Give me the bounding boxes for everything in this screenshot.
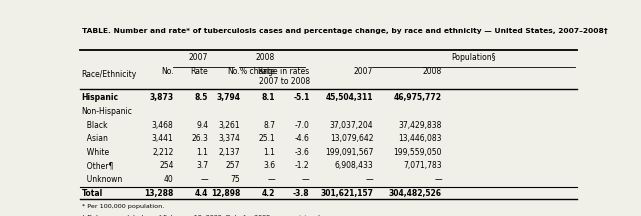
Text: 25.1: 25.1 — [258, 134, 276, 143]
Text: 199,091,567: 199,091,567 — [325, 148, 373, 157]
Text: 37,429,838: 37,429,838 — [399, 121, 442, 130]
Text: 75: 75 — [230, 175, 240, 184]
Text: 3,794: 3,794 — [216, 93, 240, 102]
Text: Race/Ethnicity: Race/Ethnicity — [81, 70, 137, 79]
Text: Rate: Rate — [258, 67, 276, 76]
Text: 8.1: 8.1 — [262, 93, 276, 102]
Text: † Data are updated as of February 18, 2009. Data for 2008 are provisional.: † Data are updated as of February 18, 20… — [81, 215, 322, 216]
Text: * Per 100,000 population.: * Per 100,000 population. — [81, 204, 164, 209]
Text: 4.2: 4.2 — [262, 189, 276, 198]
Text: 3,261: 3,261 — [219, 121, 240, 130]
Text: 7,071,783: 7,071,783 — [403, 162, 442, 170]
Text: 2,137: 2,137 — [219, 148, 240, 157]
Text: 199,559,050: 199,559,050 — [394, 148, 442, 157]
Text: 2007: 2007 — [188, 52, 208, 62]
Text: No.: No. — [228, 67, 240, 76]
Text: 301,621,157: 301,621,157 — [320, 189, 373, 198]
Text: % change in rates
2007 to 2008: % change in rates 2007 to 2008 — [240, 67, 310, 86]
Text: Asian: Asian — [81, 134, 108, 143]
Text: 9.4: 9.4 — [196, 121, 208, 130]
Text: 2007: 2007 — [354, 67, 373, 76]
Text: 1.1: 1.1 — [196, 148, 208, 157]
Text: -3.8: -3.8 — [293, 189, 310, 198]
Text: 3.7: 3.7 — [196, 162, 208, 170]
Text: 2,212: 2,212 — [152, 148, 174, 157]
Text: -1.2: -1.2 — [295, 162, 310, 170]
Text: 45,504,311: 45,504,311 — [326, 93, 373, 102]
Text: No.: No. — [161, 67, 174, 76]
Text: 2008: 2008 — [256, 52, 275, 62]
Text: 257: 257 — [226, 162, 240, 170]
Text: 1.1: 1.1 — [263, 148, 276, 157]
Text: 6,908,433: 6,908,433 — [335, 162, 373, 170]
Text: Population§: Population§ — [451, 52, 496, 62]
Text: 3.6: 3.6 — [263, 162, 276, 170]
Text: 8.5: 8.5 — [195, 93, 208, 102]
Text: 8.7: 8.7 — [263, 121, 276, 130]
Text: 4.4: 4.4 — [195, 189, 208, 198]
Text: White: White — [81, 148, 109, 157]
Text: 37,037,204: 37,037,204 — [329, 121, 373, 130]
Text: 3,468: 3,468 — [152, 121, 174, 130]
Text: 304,482,526: 304,482,526 — [389, 189, 442, 198]
Text: Rate: Rate — [190, 67, 208, 76]
Text: 13,079,642: 13,079,642 — [329, 134, 373, 143]
Text: -3.6: -3.6 — [295, 148, 310, 157]
Text: 3,873: 3,873 — [149, 93, 174, 102]
Text: —: — — [434, 175, 442, 184]
Text: -7.0: -7.0 — [295, 121, 310, 130]
Text: 26.3: 26.3 — [192, 134, 208, 143]
Text: —: — — [302, 175, 310, 184]
Text: Hispanic: Hispanic — [81, 93, 119, 102]
Text: 254: 254 — [159, 162, 174, 170]
Text: —: — — [201, 175, 208, 184]
Text: -5.1: -5.1 — [294, 93, 310, 102]
Text: 13,288: 13,288 — [144, 189, 174, 198]
Text: 40: 40 — [163, 175, 174, 184]
Text: 2008: 2008 — [422, 67, 442, 76]
Text: 3,374: 3,374 — [218, 134, 240, 143]
Text: Black: Black — [81, 121, 107, 130]
Text: Non-Hispanic: Non-Hispanic — [81, 107, 133, 116]
Text: -4.6: -4.6 — [295, 134, 310, 143]
Text: 13,446,083: 13,446,083 — [398, 134, 442, 143]
Text: —: — — [365, 175, 373, 184]
Text: 46,975,772: 46,975,772 — [394, 93, 442, 102]
Text: 12,898: 12,898 — [211, 189, 240, 198]
Text: TABLE. Number and rate* of tuberculosis cases and percentage change, by race and: TABLE. Number and rate* of tuberculosis … — [81, 28, 607, 33]
Text: Total: Total — [81, 189, 103, 198]
Text: Other¶: Other¶ — [81, 162, 113, 170]
Text: 3,441: 3,441 — [152, 134, 174, 143]
Text: —: — — [268, 175, 276, 184]
Text: Unknown: Unknown — [81, 175, 122, 184]
